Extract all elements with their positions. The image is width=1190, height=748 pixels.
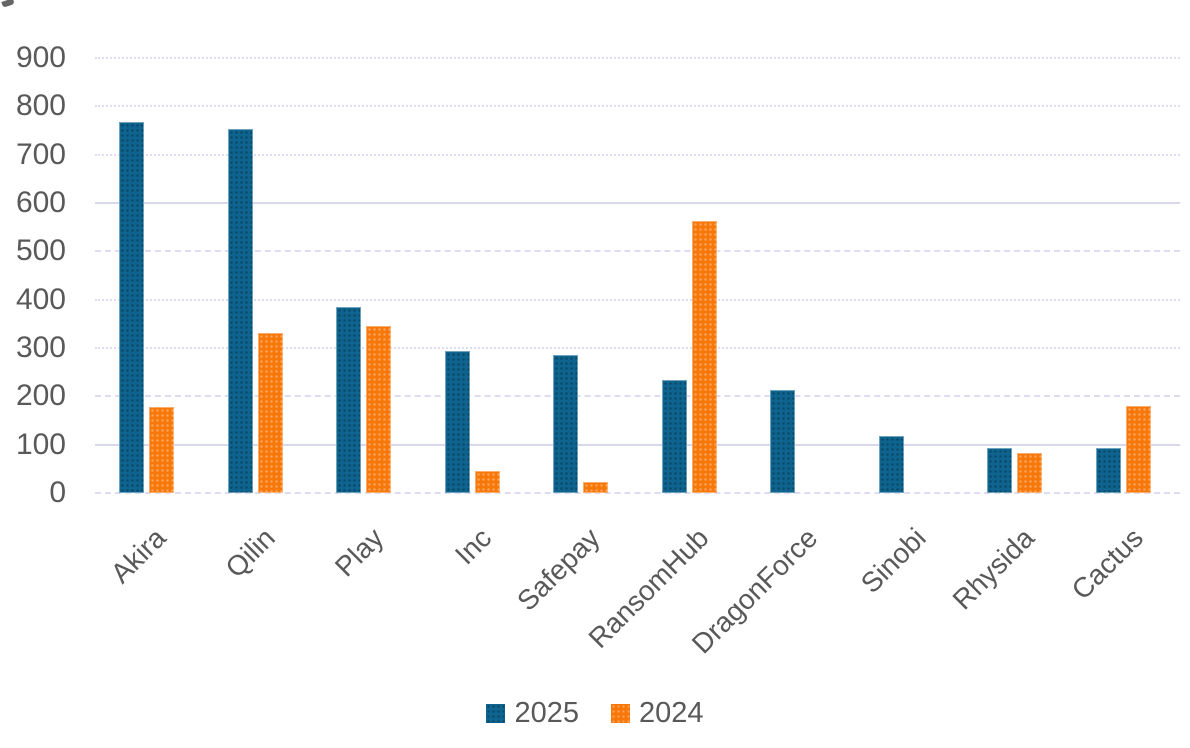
plot-area [95, 57, 1180, 494]
y-tick-label-900: 900 [15, 41, 66, 74]
gridline-700 [95, 153, 1180, 156]
gridline-800 [95, 105, 1180, 108]
legend-label-2025: 2025 [514, 697, 579, 729]
x-tick-label-safepay: Safepay [511, 522, 607, 617]
legend-swatch-2025 [486, 704, 506, 723]
bar-2025-sinobi [878, 436, 904, 493]
bar-2025-ransomhub [661, 379, 687, 493]
bar-2025-dragonforce [770, 389, 796, 493]
gridline-500 [95, 250, 1180, 253]
y-tick-label-800: 800 [15, 89, 66, 123]
bar-2025-inc [444, 351, 470, 493]
bar-2024-safepay [583, 481, 609, 493]
bar-2024-rhysida [1017, 452, 1043, 493]
cropped-artifact-mark [1, 0, 15, 8]
y-tick-label-400: 400 [15, 282, 66, 316]
gridline-100 [95, 443, 1180, 446]
y-tick-label-200: 200 [15, 379, 66, 413]
x-tick-label-rhysida: Rhysida [946, 522, 1041, 616]
bar-2024-inc [474, 470, 500, 493]
bar-2025-safepay [553, 355, 579, 493]
bar-2024-ransomhub [691, 221, 717, 493]
bar-2024-qilin [257, 332, 283, 493]
bar-2024-cactus [1125, 406, 1151, 493]
x-tick-label-akira: Akira [104, 522, 172, 590]
gridline-600 [95, 202, 1180, 204]
gridline-400 [95, 298, 1180, 301]
y-tick-label-100: 100 [15, 427, 66, 461]
y-tick-label-300: 300 [15, 331, 66, 364]
bar-2025-rhysida [987, 448, 1013, 493]
gridline-200 [95, 395, 1180, 398]
x-tick-label-sinobi: Sinobi [854, 522, 932, 599]
y-tick-label-0: 0 [49, 476, 66, 509]
bar-2025-cactus [1095, 448, 1121, 493]
legend-swatch-2024 [611, 704, 630, 723]
y-tick-label-500: 500 [15, 234, 66, 268]
bar-2025-akira [119, 121, 144, 493]
legend-label-2024: 2024 [639, 697, 704, 729]
x-tick-label-inc: Inc [449, 522, 498, 571]
y-tick-label-700: 700 [15, 137, 66, 171]
bar-2024-akira [149, 407, 174, 493]
y-tick-label-600: 600 [15, 186, 66, 219]
x-tick-label-play: Play [328, 522, 390, 583]
bar-2025-qilin [227, 129, 253, 493]
legend-item-2024: 2024 [611, 699, 704, 728]
chart-legend: 2025 2024 [0, 699, 1190, 728]
gridline-900 [95, 57, 1180, 59]
x-tick-label-cactus: Cactus [1065, 522, 1149, 606]
legend-item-2025: 2025 [486, 699, 579, 728]
gridline-0 [95, 492, 1180, 494]
bar-2025-play [336, 306, 362, 493]
x-tick-label-qilin: Qilin [218, 522, 281, 584]
gridline-300 [95, 347, 1180, 349]
bar-2024-play [366, 326, 392, 493]
